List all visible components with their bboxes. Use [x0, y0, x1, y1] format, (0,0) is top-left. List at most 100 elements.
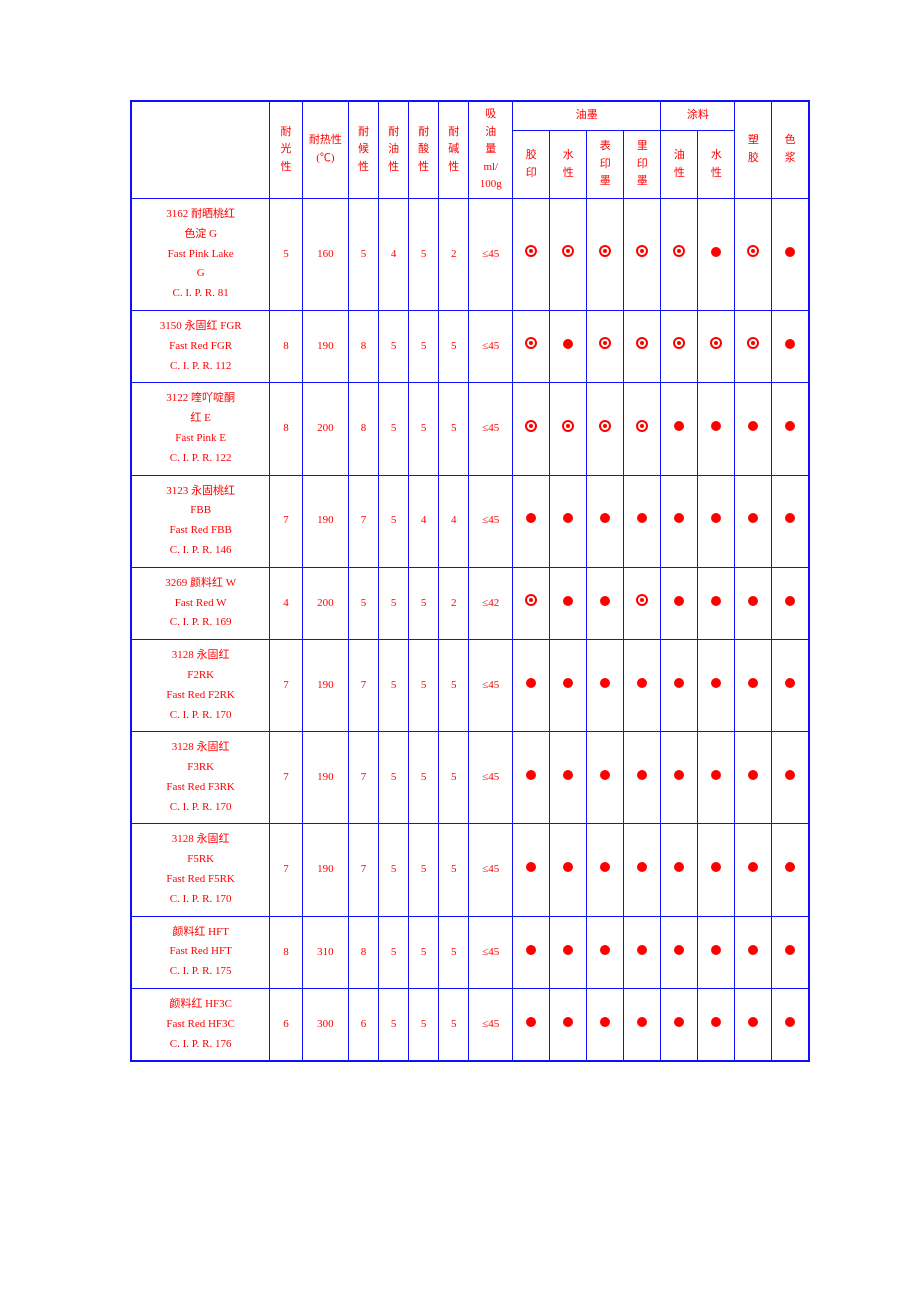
symbol-cell: [587, 310, 624, 382]
value-cell: 200: [302, 383, 348, 475]
header-ink1: 胶印: [513, 131, 550, 199]
filled-dot-icon: [637, 770, 647, 780]
symbol-cell: [735, 567, 772, 639]
ring-icon: [599, 420, 611, 432]
symbol-cell: [624, 310, 661, 382]
value-cell: 7: [270, 640, 302, 732]
ring-icon: [525, 594, 537, 606]
header-light: 耐光性: [270, 101, 302, 198]
header-paste: 色浆: [772, 101, 809, 198]
symbol-cell: [587, 640, 624, 732]
filled-dot-icon: [711, 945, 721, 955]
symbol-cell: [513, 916, 550, 988]
value-cell: ≤45: [469, 640, 513, 732]
filled-dot-icon: [563, 513, 573, 523]
symbol-cell: [661, 916, 698, 988]
value-cell: 5: [409, 640, 439, 732]
filled-dot-icon: [711, 678, 721, 688]
table-row: 3128 永固红F2RKFast Red F2RKC. I. P. R. 170…: [131, 640, 809, 732]
symbol-cell: [698, 383, 735, 475]
symbol-cell: [698, 475, 735, 567]
header-coat2: 水性: [698, 131, 735, 199]
symbol-cell: [513, 732, 550, 824]
filled-dot-icon: [748, 678, 758, 688]
ring-icon: [636, 420, 648, 432]
value-cell: 190: [302, 475, 348, 567]
symbol-cell: [698, 310, 735, 382]
ring-icon: [747, 245, 759, 257]
value-cell: 4: [379, 198, 409, 310]
value-cell: 190: [302, 640, 348, 732]
symbol-cell: [661, 475, 698, 567]
table-row: 3123 永固桃红FBBFast Red FBBC. I. P. R. 1467…: [131, 475, 809, 567]
symbol-cell: [772, 989, 809, 1062]
value-cell: 5: [409, 567, 439, 639]
symbol-cell: [735, 916, 772, 988]
filled-dot-icon: [563, 945, 573, 955]
ring-icon: [747, 337, 759, 349]
product-name: 颜料红 HF3CFast Red HF3CC. I. P. R. 176: [131, 989, 270, 1062]
value-cell: 5: [379, 732, 409, 824]
value-cell: 8: [348, 383, 378, 475]
value-cell: 5: [270, 198, 302, 310]
filled-dot-icon: [748, 513, 758, 523]
symbol-cell: [698, 198, 735, 310]
value-cell: 160: [302, 198, 348, 310]
value-cell: 2: [439, 567, 469, 639]
symbol-cell: [698, 732, 735, 824]
symbol-cell: [550, 475, 587, 567]
product-name: 3122 喹吖啶酮红 EFast Pink EC. I. P. R. 122: [131, 383, 270, 475]
value-cell: ≤42: [469, 567, 513, 639]
value-cell: 8: [348, 310, 378, 382]
value-cell: 5: [379, 383, 409, 475]
value-cell: 7: [348, 824, 378, 916]
symbol-cell: [513, 989, 550, 1062]
filled-dot-icon: [711, 770, 721, 780]
filled-dot-icon: [785, 678, 795, 688]
value-cell: 190: [302, 732, 348, 824]
value-cell: 5: [409, 383, 439, 475]
filled-dot-icon: [674, 513, 684, 523]
product-name: 3150 永固红 FGRFast Red FGRC. I. P. R. 112: [131, 310, 270, 382]
value-cell: 5: [379, 567, 409, 639]
symbol-cell: [587, 989, 624, 1062]
ring-icon: [562, 420, 574, 432]
symbol-cell: [735, 732, 772, 824]
ring-icon: [710, 337, 722, 349]
header-ink3: 表印墨: [587, 131, 624, 199]
header-absorb: 吸油量ml/100g: [469, 101, 513, 198]
value-cell: 5: [409, 916, 439, 988]
value-cell: 5: [379, 824, 409, 916]
filled-dot-icon: [785, 596, 795, 606]
product-name: 颜料红 HFTFast Red HFTC. I. P. R. 175: [131, 916, 270, 988]
product-name: 3128 永固红F3RKFast Red F3RKC. I. P. R. 170: [131, 732, 270, 824]
symbol-cell: [550, 198, 587, 310]
product-name: 3128 永固红F5RKFast Red F5RKC. I. P. R. 170: [131, 824, 270, 916]
symbol-cell: [513, 310, 550, 382]
value-cell: ≤45: [469, 989, 513, 1062]
filled-dot-icon: [674, 421, 684, 431]
value-cell: 5: [439, 989, 469, 1062]
value-cell: 5: [439, 916, 469, 988]
symbol-cell: [735, 475, 772, 567]
value-cell: 7: [270, 732, 302, 824]
symbol-cell: [624, 989, 661, 1062]
product-name: 3269 颜料红 WFast Red WC. I. P. R. 169: [131, 567, 270, 639]
symbol-cell: [624, 475, 661, 567]
filled-dot-icon: [674, 678, 684, 688]
filled-dot-icon: [748, 1017, 758, 1027]
filled-dot-icon: [526, 1017, 536, 1027]
value-cell: 4: [409, 475, 439, 567]
symbol-cell: [772, 567, 809, 639]
header-oil: 耐油性: [379, 101, 409, 198]
symbol-cell: [550, 567, 587, 639]
symbol-cell: [587, 732, 624, 824]
filled-dot-icon: [526, 513, 536, 523]
symbol-cell: [772, 640, 809, 732]
value-cell: 5: [439, 383, 469, 475]
value-cell: 8: [270, 310, 302, 382]
symbol-cell: [624, 567, 661, 639]
symbol-cell: [772, 310, 809, 382]
table-row: 3150 永固红 FGRFast Red FGRC. I. P. R. 1128…: [131, 310, 809, 382]
filled-dot-icon: [711, 513, 721, 523]
